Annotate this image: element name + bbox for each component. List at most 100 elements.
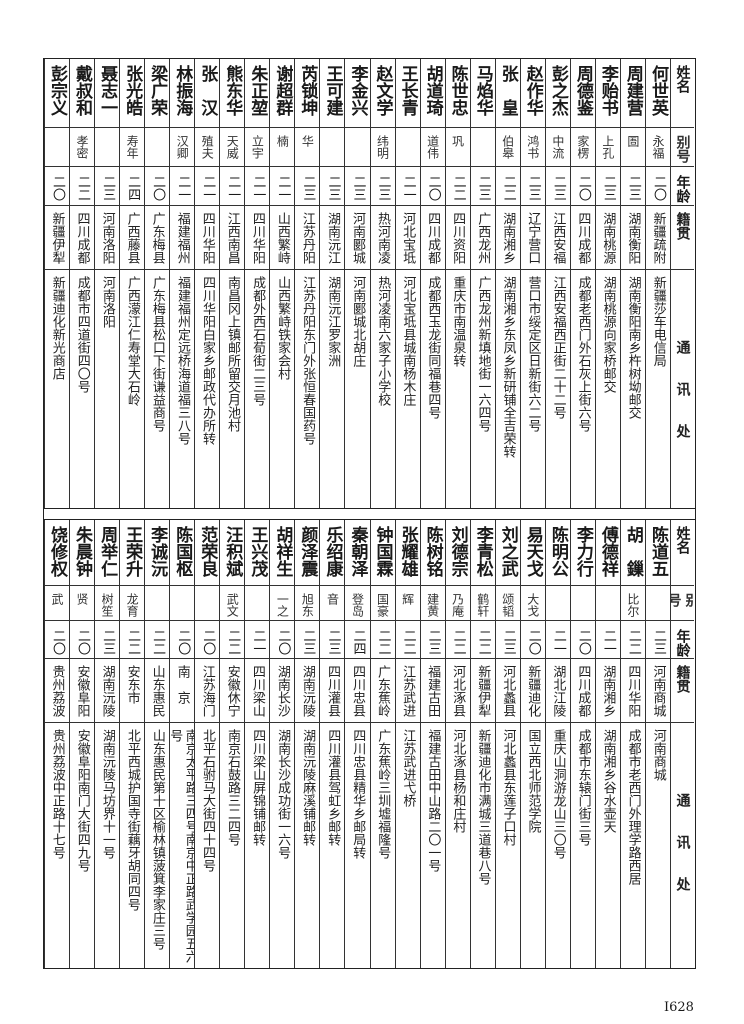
address-text: 成都市东辕门街三号 [575, 729, 591, 846]
origin-text: 湖南沅陵 [299, 665, 315, 717]
name-cell: 周建营 [620, 59, 645, 128]
age-cell: 二二 [495, 167, 520, 206]
name-text: 陈世忠 [447, 65, 468, 116]
address-cell: 河北蠡县东莲子口村 [496, 723, 520, 970]
alias-text: 圄 [625, 135, 640, 147]
person-record: 陈树铭 建黄 二三 福建古田 福建古田中山路二〇一号 [419, 520, 445, 968]
alias-text: 伯皋 [500, 135, 515, 159]
address-text: 营口市绥定区日新街六二号 [525, 276, 541, 432]
age-cell: 二二 [445, 621, 470, 659]
age-text: 二〇 [175, 629, 191, 655]
address-cell: 河北涿县杨和庄村 [446, 723, 470, 970]
address-text: 南京石鼓路三二四号 [225, 729, 241, 846]
address-text: 四川灌县驾虹乡邮转 [325, 729, 341, 846]
origin-cell: 辽宁营口 [520, 206, 545, 270]
address-cell: 广东梅县松口下街谦益商号 [145, 270, 169, 510]
age-cell: 二二 [620, 621, 645, 659]
age-cell: 二三 [95, 167, 120, 206]
name-text: 陈树铭 [422, 526, 443, 577]
age-cell: 二〇 [420, 167, 445, 206]
person-record: 林振海 汉卿 二一 福建福州 福建福州定远桥海道福三八号 [169, 59, 195, 508]
name-text: 易天戈 [522, 526, 543, 577]
address-text: 新疆莎车电信局 [650, 276, 666, 367]
name-cell: 乐绍康 [320, 520, 345, 586]
address-text: 安徽阜阳南门大街四九号 [74, 729, 90, 872]
person-record: 何世英 永福 二〇 新疆疏附 新疆莎车电信局 [644, 59, 670, 508]
person-record: 朱正堃 立宇 二一 四川华阳 成都外西石荀街二三号 [244, 59, 270, 508]
person-record: 陈道五 二三 河南商城 河南商城 [644, 520, 670, 968]
header-address-cell: 通讯处 [671, 723, 694, 970]
age-text: 二三 [425, 629, 441, 655]
age-text: 二二 [450, 629, 466, 655]
origin-text: 南 京 [174, 665, 190, 704]
age-cell: 二三 [370, 167, 395, 206]
name-text: 周举仁 [97, 526, 118, 577]
age-text: 二三 [625, 175, 641, 201]
age-cell: 二三 [420, 621, 445, 659]
alias-cell: 乃庵 [445, 586, 470, 621]
alias-cell: 殖夫 [195, 128, 220, 167]
alias-text: 乃庵 [450, 593, 465, 617]
address-text: 湖南湘乡谷水壶天 [600, 729, 616, 833]
address-cell: 南京太平路三四号南京中正路武学园五六号 [170, 723, 194, 970]
alias-text: 寿年 [125, 135, 140, 159]
address-text: 成都市四道街四〇号 [74, 276, 90, 393]
age-cell: 二四 [345, 621, 370, 659]
alias-cell: 伯皋 [495, 128, 520, 167]
address-text: 广东梅县松口下街谦益商号 [149, 276, 165, 432]
origin-text: 江西南昌 [224, 212, 240, 264]
age-cell: 二〇 [195, 621, 220, 659]
name-cell: 范荣良 [195, 520, 220, 586]
alias-text: 建黄 [425, 593, 440, 617]
age-text: 二二 [450, 175, 466, 201]
age-text: 二二 [625, 629, 641, 655]
header-origin-cell: 籍贯 [671, 206, 694, 270]
alias-cell: 树笙 [95, 586, 120, 621]
header-name-text: 姓名 [674, 65, 691, 93]
origin-cell: 湖南衡阳 [620, 206, 645, 270]
age-cell: 二〇 [170, 621, 195, 659]
name-cell: 王可建 [320, 59, 345, 128]
alias-cell: 鹤轩 [470, 586, 495, 621]
person-record: 胡道琦 道伟 二〇 四川成都 成都西玉龙街同福巷四号 [419, 59, 445, 508]
age-text: 二〇 [575, 175, 591, 201]
address-text: 重庆山洞游龙山三〇号 [550, 729, 566, 859]
name-text: 钟国霖 [372, 526, 393, 577]
person-record: 钟国霖 国豪 二二 广东蕉岭 广东蕉岭三圳墟福隆号 [369, 520, 395, 968]
name-text: 朱正堃 [247, 65, 268, 116]
age-text: 二〇 [50, 175, 66, 201]
age-cell: 二〇 [70, 621, 95, 659]
origin-cell: 四川梁山 [245, 659, 270, 723]
origin-cell: 湖南桃源 [595, 206, 620, 270]
person-record: 戴叔和 孝密 二二 四川成都 成都市四道街四〇号 [69, 59, 95, 508]
alias-cell: 永福 [645, 128, 670, 167]
origin-cell: 广东蕉岭 [370, 659, 395, 723]
alias-text: 登岛 [350, 593, 365, 617]
alias-cell: 一之 [270, 586, 295, 621]
person-record: 梁广荣 二〇 广东梅县 广东梅县松口下街谦益商号 [144, 59, 170, 510]
person-record: 彭之杰 中流 二三 江西安福 江西安福西正街二十二号 [544, 59, 570, 510]
name-cell: 芮锁坤 [295, 59, 320, 128]
origin-text: 四川忠县 [349, 665, 365, 717]
alias-text: 颂韬 [500, 593, 515, 617]
name-text: 陈道五 [647, 526, 668, 577]
origin-cell: 福建福州 [170, 206, 195, 270]
origin-text: 广西藤县 [124, 212, 140, 264]
age-text: 二一 [550, 629, 566, 655]
origin-text: 湖南沅陵 [99, 665, 115, 717]
alias-cell: 大戈 [520, 586, 545, 621]
address-cell: 湖南沅陵麻溪铺邮转 [295, 723, 319, 970]
alias-cell [545, 586, 570, 621]
origin-text: 四川灌县 [324, 665, 340, 717]
page-number: I628 [664, 1000, 694, 1015]
address-cell: 河南洛阳 [95, 270, 119, 510]
name-text: 胡祥生 [272, 526, 293, 577]
name-cell: 傅德祥 [595, 520, 620, 586]
address-cell: 江西安福西正街二十二号 [546, 270, 570, 510]
header-name-cell: 姓名 [671, 59, 694, 128]
alias-text: 鹤轩 [475, 593, 490, 617]
header-address-cell: 通讯处 [671, 270, 694, 510]
origin-cell: 湖南沅陵 [295, 659, 320, 723]
person-record: 彭宗义 二〇 新疆伊犁 新疆迪化新光商店 [44, 59, 70, 508]
origin-text: 湖北江陵 [550, 665, 566, 717]
